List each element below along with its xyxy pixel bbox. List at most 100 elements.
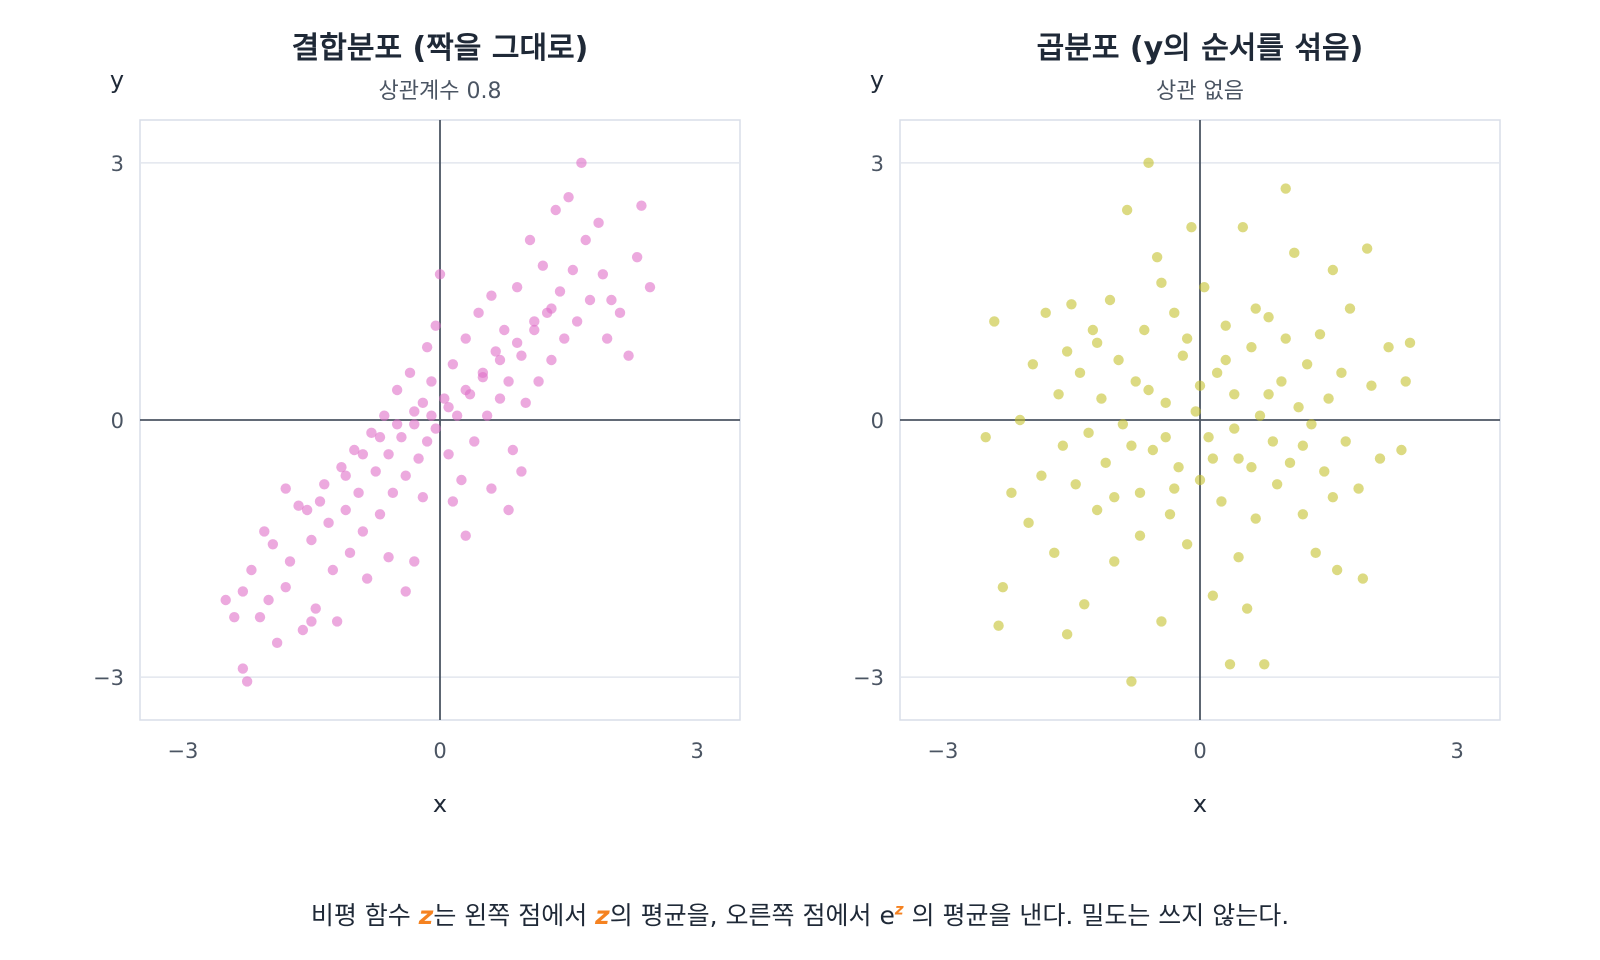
right-scatter-point	[1160, 397, 1171, 409]
right-reference-lines	[900, 120, 1500, 720]
caption-z-variable: z	[595, 901, 610, 930]
left-scatter-point	[229, 611, 240, 623]
left-scatter-point	[417, 491, 429, 503]
right-scatter-point	[1220, 354, 1231, 366]
right-scatter-point	[1216, 496, 1227, 507]
left-scatter-point	[601, 333, 613, 344]
left-scatter-point	[576, 157, 587, 169]
right-scatter-point	[1203, 431, 1214, 443]
right-scatter-point	[989, 316, 1000, 327]
right-scatter-point	[1160, 431, 1171, 443]
left-points	[220, 157, 656, 687]
right-scatter-point	[1263, 389, 1274, 400]
left-scatter-point	[284, 556, 296, 567]
right-scatter-point	[1353, 483, 1364, 494]
right-scatter-point	[1027, 359, 1039, 370]
left-scatter-point	[447, 359, 459, 370]
right-scatter-point	[1293, 401, 1304, 413]
left-scatter-point	[353, 487, 364, 499]
left-scatter-point	[503, 376, 514, 387]
left-scatter-point	[430, 320, 441, 331]
left-scatter-point	[443, 401, 454, 413]
right-scatter-point	[1267, 436, 1279, 447]
left-x-tick-label: −3	[167, 739, 198, 763]
right-scatter-point	[1023, 517, 1034, 529]
left-scatter-point	[597, 269, 609, 280]
right-scatter-point	[1246, 341, 1257, 353]
left-scatter-point	[271, 637, 283, 649]
left-scatter-point	[439, 393, 450, 404]
left-scatter-point	[490, 346, 501, 357]
right-scatter-point	[1134, 530, 1146, 541]
left-scatter-point	[421, 436, 433, 447]
left-scatter-point	[614, 307, 626, 319]
right-scatter-point	[1181, 333, 1193, 344]
left-scatter-point	[409, 406, 420, 417]
right-scatter-point	[1280, 333, 1291, 344]
left-scatter-point	[319, 479, 330, 490]
right-x-tick-label: −3	[927, 739, 958, 763]
left-scatter-point	[529, 316, 540, 327]
left-scatter-point	[546, 354, 557, 366]
right-scatter-point	[1121, 204, 1133, 216]
left-scatter-point	[460, 384, 471, 396]
left-scatter-point	[237, 586, 249, 597]
left-scatter-point	[481, 410, 493, 421]
right-scatter-point	[1344, 303, 1356, 314]
right-scatter-point	[997, 581, 1009, 593]
right-scatter-point	[1327, 491, 1339, 503]
left-scatter-point	[516, 350, 527, 361]
left-scatter-point	[426, 410, 437, 421]
left-scatter-point	[297, 624, 309, 636]
left-scatter-point	[263, 594, 274, 606]
left-scatter-point	[511, 337, 523, 349]
right-scatter-point	[1229, 389, 1240, 400]
left-scatter-point	[336, 461, 347, 473]
left-scatter-point	[349, 444, 360, 456]
left-scatter-point	[447, 496, 459, 507]
right-scatter-point	[1237, 221, 1249, 233]
left-scatter-point	[280, 581, 291, 593]
right-scatter-point	[1246, 461, 1257, 473]
right-scatter-point	[1083, 427, 1094, 439]
right-scatter-point	[1207, 453, 1219, 464]
left-scatter-point	[486, 290, 497, 301]
right-scatter-point	[1109, 491, 1120, 503]
right-scatter-point	[1169, 307, 1180, 319]
left-scatter-point	[331, 616, 343, 627]
right-scatter-point	[1134, 487, 1146, 499]
right-scatter-point	[1241, 603, 1253, 614]
left-y-tick-label: 3	[111, 152, 124, 176]
right-tick-labels: −3 0 3 −3 0 3	[853, 152, 1464, 763]
left-scatter-point	[644, 281, 656, 293]
left-scatter-point	[477, 367, 489, 379]
right-scatter-point	[1164, 509, 1176, 520]
product-distribution-panel: 곱분포 (y의 순서를 섞음) 상관 없음 y x −3 0 3 −3 0 3	[853, 31, 1501, 818]
left-scatter-point	[520, 397, 531, 409]
left-reference-lines	[140, 120, 740, 720]
left-scatter-point	[267, 539, 279, 550]
right-scatter-point	[1383, 341, 1394, 353]
right-scatter-point	[1254, 410, 1266, 421]
left-scatter-point	[413, 453, 424, 464]
right-y-axis-label: y	[870, 66, 884, 94]
right-scatter-point	[1186, 221, 1197, 233]
left-scatter-point	[554, 286, 566, 297]
right-scatter-point	[1327, 264, 1339, 276]
right-scatter-point	[1074, 367, 1086, 379]
right-x-axis-label: x	[1193, 790, 1207, 818]
left-scatter-point	[361, 573, 373, 584]
caption-exponent-z: z	[894, 900, 904, 919]
right-scatter-point	[1207, 590, 1219, 601]
left-scatter-point	[404, 367, 416, 379]
right-scatter-point	[1366, 380, 1377, 391]
left-scatter-point	[387, 487, 399, 499]
left-scatter-point	[533, 376, 544, 387]
right-y-tick-label: 0	[871, 409, 884, 433]
right-scatter-point	[1190, 406, 1201, 417]
right-scatter-point	[1143, 157, 1154, 169]
right-scatter-point	[1126, 440, 1137, 451]
left-scatter-point	[306, 616, 317, 627]
left-scatter-point	[301, 504, 313, 516]
